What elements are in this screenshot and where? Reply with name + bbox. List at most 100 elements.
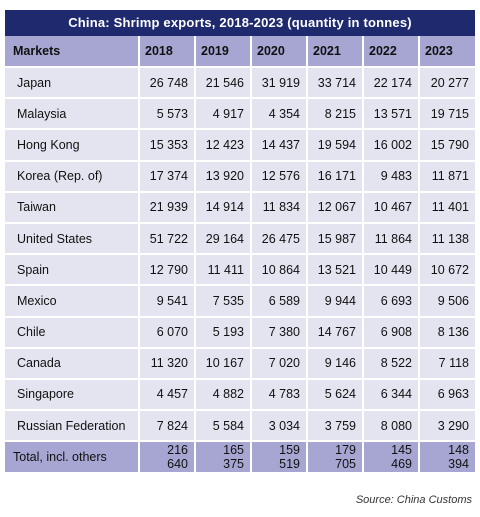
market-name: Korea (Rep. of) — [5, 159, 140, 192]
market-name: Hong Kong — [5, 128, 140, 161]
market-name: Russian Federation — [5, 409, 140, 442]
total-value-cell: 165 375 — [195, 440, 252, 473]
value-cell: 13 521 — [307, 253, 364, 286]
value-cell: 12 576 — [251, 159, 308, 192]
value-cell: 6 070 — [139, 315, 196, 348]
shrimp-exports-table-panel: China: Shrimp exports, 2018-2023 (quanti… — [5, 10, 475, 473]
value-cell: 15 790 — [419, 128, 475, 161]
value-cell: 10 672 — [419, 253, 475, 286]
market-name: Canada — [5, 346, 140, 379]
table-title: China: Shrimp exports, 2018-2023 (quanti… — [5, 10, 475, 36]
table-row: Mexico 9 541 7 535 6 589 9 944 6 693 9 506 — [5, 284, 475, 317]
value-cell: 12 790 — [139, 253, 196, 286]
table-body: Japan 26 748 21 546 31 919 33 714 22 174 20 27… — [5, 65, 475, 473]
value-cell: 7 020 — [251, 346, 308, 379]
value-cell: 10 864 — [251, 253, 308, 286]
value-cell: 31 919 — [251, 65, 308, 99]
value-cell: 21 939 — [139, 190, 196, 223]
total-row: Total, incl. others 216 640 165 375 159 519… — [5, 440, 475, 473]
value-cell: 16 171 — [307, 159, 364, 192]
value-cell: 16 002 — [363, 128, 420, 161]
market-name: Spain — [5, 253, 140, 286]
market-name: Chile — [5, 315, 140, 348]
value-cell: 12 423 — [195, 128, 252, 161]
value-cell: 10 449 — [363, 253, 420, 286]
table-row: United States 51 722 29 164 26 475 15 987 11 … — [5, 221, 475, 255]
table-row: Korea (Rep. of) 17 374 13 920 12 576 16 171 9… — [5, 159, 475, 192]
value-cell: 11 138 — [419, 221, 475, 255]
value-cell: 10 167 — [195, 346, 252, 379]
value-cell: 19 715 — [419, 97, 475, 130]
column-header-year: 2018 — [139, 36, 196, 67]
column-header-year: 2022 — [363, 36, 420, 67]
header-row: Markets 2018 2019 2020 2021 2022 2023 — [5, 36, 475, 67]
value-cell: 9 506 — [419, 284, 475, 317]
value-cell: 4 783 — [251, 377, 308, 411]
total-value-cell: 179 705 — [307, 440, 364, 473]
table-row: Hong Kong 15 353 12 423 14 437 19 594 16 002 1… — [5, 128, 475, 161]
value-cell: 14 767 — [307, 315, 364, 348]
value-cell: 5 193 — [195, 315, 252, 348]
value-cell: 5 573 — [139, 97, 196, 130]
market-name: Singapore — [5, 377, 140, 411]
table-row: Canada 11 320 10 167 7 020 9 146 8 522 7 118 — [5, 346, 475, 379]
value-cell: 6 908 — [363, 315, 420, 348]
total-value-cell: 216 640 — [139, 440, 196, 473]
value-cell: 9 146 — [307, 346, 364, 379]
total-value-cell: 159 519 — [251, 440, 308, 473]
table-row: Japan 26 748 21 546 31 919 33 714 22 174 20 27… — [5, 65, 475, 99]
value-cell: 5 624 — [307, 377, 364, 411]
total-value-cell: 148 394 — [419, 440, 475, 473]
value-cell: 20 277 — [419, 65, 475, 99]
column-header-year: 2019 — [195, 36, 252, 67]
value-cell: 7 535 — [195, 284, 252, 317]
table-row: Malaysia 5 573 4 917 4 354 8 215 13 571 19 715 — [5, 97, 475, 130]
value-cell: 15 987 — [307, 221, 364, 255]
value-cell: 9 483 — [363, 159, 420, 192]
value-cell: 13 920 — [195, 159, 252, 192]
value-cell: 4 882 — [195, 377, 252, 411]
value-cell: 14 914 — [195, 190, 252, 223]
column-header-year: 2023 — [419, 36, 475, 67]
value-cell: 6 693 — [363, 284, 420, 317]
value-cell: 22 174 — [363, 65, 420, 99]
value-cell: 33 714 — [307, 65, 364, 99]
market-name: Mexico — [5, 284, 140, 317]
table-row: Russian Federation 7 824 5 584 3 034 3 759 8 … — [5, 409, 475, 442]
value-cell: 8 215 — [307, 97, 364, 130]
source-note: Source: China Customs — [355, 494, 472, 506]
value-cell: 8 136 — [419, 315, 475, 348]
market-name: Japan — [5, 65, 140, 99]
value-cell: 3 034 — [251, 409, 308, 442]
value-cell: 7 824 — [139, 409, 196, 442]
value-cell: 3 759 — [307, 409, 364, 442]
value-cell: 26 748 — [139, 65, 196, 99]
value-cell: 11 871 — [419, 159, 475, 192]
value-cell: 9 541 — [139, 284, 196, 317]
value-cell: 4 354 — [251, 97, 308, 130]
value-cell: 17 374 — [139, 159, 196, 192]
value-cell: 14 437 — [251, 128, 308, 161]
value-cell: 29 164 — [195, 221, 252, 255]
value-cell: 15 353 — [139, 128, 196, 161]
value-cell: 10 467 — [363, 190, 420, 223]
column-header-year: 2021 — [307, 36, 364, 67]
value-cell: 11 834 — [251, 190, 308, 223]
value-cell: 13 571 — [363, 97, 420, 130]
value-cell: 4 457 — [139, 377, 196, 411]
market-name: Taiwan — [5, 190, 140, 223]
table-row: Chile 6 070 5 193 7 380 14 767 6 908 8 136 — [5, 315, 475, 348]
total-label: Total, incl. others — [5, 440, 140, 473]
value-cell: 19 594 — [307, 128, 364, 161]
value-cell: 11 320 — [139, 346, 196, 379]
value-cell: 3 290 — [419, 409, 475, 442]
value-cell: 6 589 — [251, 284, 308, 317]
value-cell: 8 080 — [363, 409, 420, 442]
value-cell: 7 380 — [251, 315, 308, 348]
value-cell: 11 411 — [195, 253, 252, 286]
value-cell: 9 944 — [307, 284, 364, 317]
value-cell: 21 546 — [195, 65, 252, 99]
value-cell: 11 401 — [419, 190, 475, 223]
value-cell: 8 522 — [363, 346, 420, 379]
market-name: United States — [5, 221, 140, 255]
